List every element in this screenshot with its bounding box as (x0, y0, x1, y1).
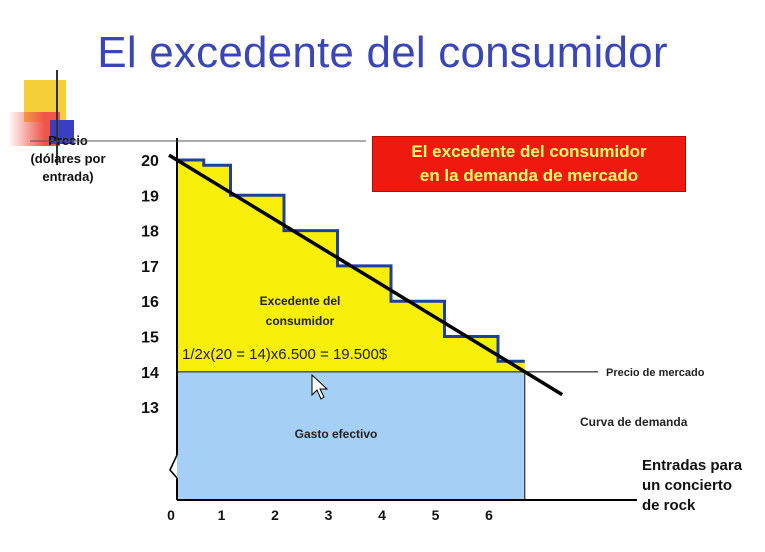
decor-vertical-line (56, 70, 58, 165)
decor-blue-square (50, 120, 74, 144)
x-tick-label: 2 (271, 507, 279, 523)
slide-title: El excedente del consumidor (97, 28, 668, 77)
surplus-formula: 1/2x(20 = 14)x6.500 = 19.500$ (182, 346, 388, 363)
y-axis-label-line: (dólares por (30, 151, 106, 166)
surplus-label-line: consumidor (266, 314, 335, 328)
mouse-cursor-icon (311, 373, 329, 400)
y-tick-label: 18 (141, 224, 159, 241)
y-tick-label: 13 (141, 400, 159, 417)
expenditure-region (177, 371, 525, 500)
demand-curve-label: Curva de demanda (580, 415, 688, 429)
y-tick-label: 14 (141, 365, 159, 382)
y-axis-break (169, 454, 178, 479)
demand-curve (168, 153, 564, 397)
x-tick-label: 5 (432, 507, 440, 523)
x-axis-label-line: de rock (642, 497, 696, 514)
y-tick-label: 15 (141, 330, 159, 347)
x-tick-label: 1 (218, 507, 226, 523)
surplus-label-line: Excedente del (260, 294, 341, 308)
callout-line: en la demanda de mercado (419, 166, 639, 185)
market-price-label: Precio de mercado (606, 367, 705, 379)
y-tick-label: 19 (141, 188, 159, 205)
y-tick-label: 17 (141, 259, 159, 276)
chart-callout: El excedente del consumidor en la demand… (372, 136, 686, 192)
x-axis-label-line: Entradas para (642, 457, 743, 474)
y-tick-label: 16 (141, 294, 159, 311)
x-tick-label: 3 (325, 507, 333, 523)
x-axis-label-line: un concierto (642, 477, 733, 494)
x-tick-label: 4 (378, 507, 386, 523)
x-tick-label: 6 (485, 507, 493, 523)
y-tick-label: 20 (141, 153, 159, 170)
callout-line: El excedente del consumidor (411, 142, 647, 161)
expenditure-label: Gasto efectivo (295, 427, 378, 441)
demand-staircase (177, 158, 525, 363)
x-axis-label: Entradas para un concierto de rock (642, 456, 762, 516)
y-axis-label-line: entrada) (42, 169, 94, 184)
x-tick-label: 0 (167, 507, 175, 523)
